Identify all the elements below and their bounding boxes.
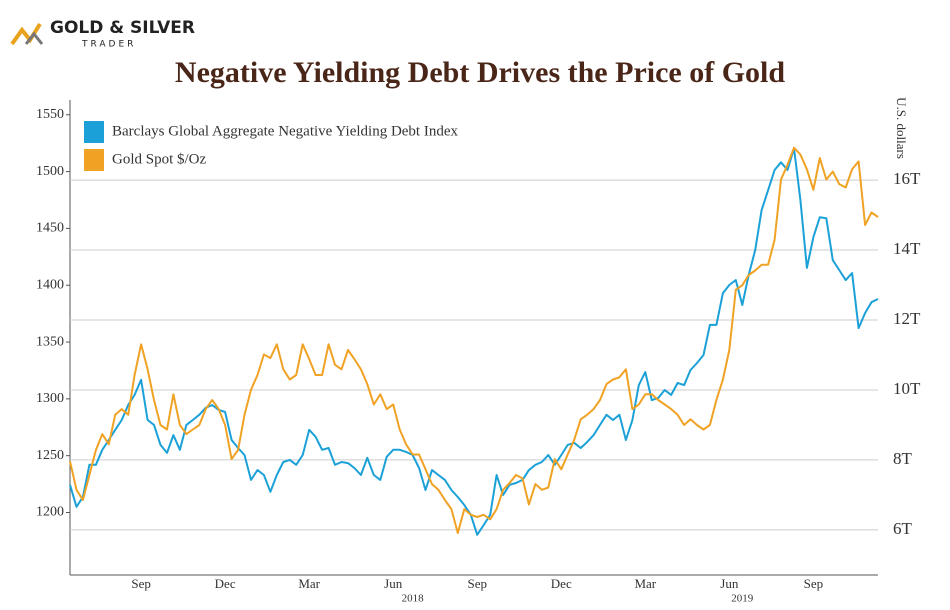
y2-tick-label: 16T (893, 169, 921, 188)
legend-label: Barclays Global Aggregate Negative Yield… (112, 123, 459, 139)
series-line (69, 146, 879, 534)
x-tick-label: Jun (720, 576, 739, 591)
legend-swatch (84, 149, 104, 171)
x-tick-label: Sep (467, 576, 487, 591)
x-tick-label: Dec (215, 576, 236, 591)
y-tick-label: 1550 (36, 107, 64, 122)
y2-tick-label: 12T (893, 309, 921, 328)
x-tick-label: Dec (551, 576, 572, 591)
y-tick-label: 1500 (36, 164, 64, 179)
y2-tick-label: 10T (893, 379, 921, 398)
y-tick-label: 1400 (36, 277, 64, 292)
series-line (69, 147, 879, 536)
x-tick-label: Mar (634, 576, 656, 591)
y-tick-label: 1250 (36, 448, 64, 463)
logo: GOLD & SILVER TRADER (10, 18, 195, 50)
x-group-label: 2019 (731, 593, 754, 605)
y2-axis-label: U.S. dollars (894, 97, 909, 159)
chart-title: Negative Yielding Debt Drives the Price … (175, 56, 785, 89)
y2-tick-label: 8T (893, 449, 913, 468)
y2-tick-label: 14T (893, 239, 921, 258)
y-tick-label: 1300 (36, 391, 64, 406)
x-tick-label: Jun (384, 576, 403, 591)
y-tick-label: 1200 (36, 505, 64, 520)
logo-mark (10, 22, 42, 46)
x-tick-label: Mar (298, 576, 320, 591)
y-tick-label: 1450 (36, 221, 64, 236)
grid (70, 179, 878, 531)
y2-tick-label: 6T (893, 519, 913, 538)
y-tick-label: 1350 (36, 334, 64, 349)
brand-tagline: TRADER (81, 40, 136, 50)
legend-label: Gold Spot $/Oz (112, 151, 207, 167)
logo-mark (24, 31, 44, 45)
x-group-label: 2018 (402, 593, 425, 605)
legend-swatch (84, 121, 104, 143)
x-tick-label: Sep (804, 576, 824, 591)
brand-name: GOLD & SILVER (50, 18, 195, 38)
x-tick-label: Sep (131, 576, 151, 591)
